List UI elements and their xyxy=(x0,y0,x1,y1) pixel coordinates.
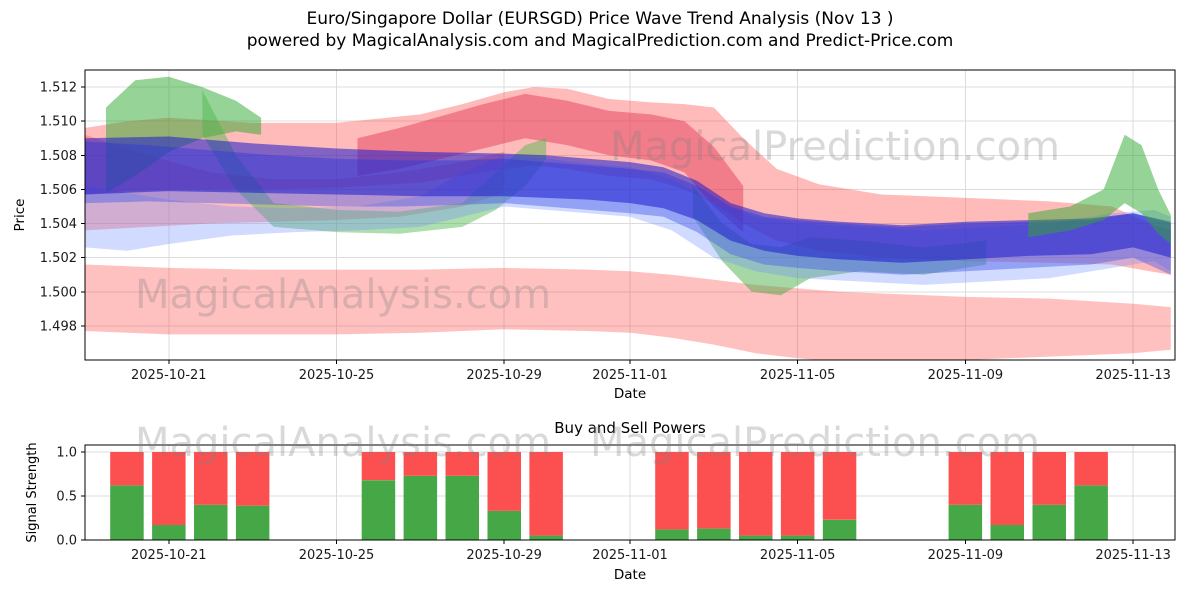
buy-power-bar xyxy=(403,475,438,540)
sell-power-bar xyxy=(739,452,773,536)
price-xaxis-title: Date xyxy=(614,386,646,402)
y-tick-label: 0.0 xyxy=(56,534,77,549)
bar-chart-title: Buy and Sell Powers xyxy=(554,419,706,437)
x-tick-label: 2025-11-13 xyxy=(1095,548,1171,563)
band-green-right-spike xyxy=(1028,134,1171,244)
y-tick-label: 1.500 xyxy=(40,285,77,300)
buy-power-bar xyxy=(697,528,731,540)
sell-power-bar xyxy=(361,452,396,481)
x-tick-label: 2025-11-09 xyxy=(928,548,1004,563)
buy-power-bar xyxy=(194,504,228,540)
sell-power-bar xyxy=(403,452,438,476)
x-tick-label: 2025-11-09 xyxy=(928,368,1004,383)
watermark-text: MagicalPrediction.com xyxy=(590,420,1040,466)
y-tick-label: 1.0 xyxy=(56,446,77,461)
buy-sell-bars xyxy=(110,452,1108,540)
band-crimson-core xyxy=(357,93,744,233)
sell-power-bar xyxy=(152,452,186,525)
price-bands xyxy=(85,76,1171,360)
x-tick-label: 2025-10-21 xyxy=(131,548,207,563)
sell-power-bar xyxy=(948,452,983,505)
watermark-text: MagicalAnalysis.com xyxy=(135,420,551,466)
buy-power-bar xyxy=(1074,485,1108,540)
bar-axis-labels: 0.0 0.5 1.0 2025-10-21 2025-10-25 2025-10-29 2… xyxy=(25,442,1171,583)
watermarks: MagicalAnalysis.com MagicalPrediction.com… xyxy=(135,124,1060,466)
sell-power-bar xyxy=(1074,452,1108,486)
buy-power-bar xyxy=(487,511,521,540)
buy-power-bar xyxy=(110,485,144,540)
y-tick-label: 1.502 xyxy=(40,251,77,266)
x-tick-label: 2025-11-13 xyxy=(1095,368,1171,383)
watermark-text: MagicalPrediction.com xyxy=(610,124,1060,170)
page-title: Euro/Singapore Dollar (EURSGD) Price Wav… xyxy=(306,9,894,29)
sell-power-bar xyxy=(655,452,689,530)
x-tick-label: 2025-10-29 xyxy=(466,368,542,383)
x-tick-label: 2025-11-05 xyxy=(760,548,836,563)
buy-power-bar xyxy=(1032,504,1066,540)
sell-power-bar xyxy=(1032,452,1066,505)
buy-power-bar xyxy=(948,504,983,540)
y-tick-label: 1.508 xyxy=(40,149,77,164)
y-tick-label: 0.5 xyxy=(56,490,77,505)
x-tick-label: 2025-10-25 xyxy=(299,548,375,563)
y-tick-label: 1.498 xyxy=(40,319,77,334)
band-navy-core xyxy=(85,136,1171,263)
x-tick-label: 2025-11-01 xyxy=(592,548,668,563)
sell-power-bar xyxy=(697,452,731,529)
buy-power-bar xyxy=(780,535,815,540)
sell-power-bar xyxy=(487,452,521,511)
y-tick-label: 1.512 xyxy=(40,81,77,96)
sell-power-bar xyxy=(990,452,1024,525)
sell-power-bar xyxy=(194,452,228,505)
sell-power-bar xyxy=(822,452,857,520)
buy-power-bar xyxy=(990,525,1024,540)
price-axis-labels: 1.498 1.500 1.502 1.504 1.506 1.508 1.510 1.512… xyxy=(12,81,1171,402)
buy-power-bar xyxy=(235,505,270,540)
y-tick-label: 1.510 xyxy=(40,115,77,130)
buy-power-bar xyxy=(655,529,689,540)
page-subtitle: powered by MagicalAnalysis.com and Magic… xyxy=(246,31,954,51)
y-tick-label: 1.506 xyxy=(40,183,77,198)
sell-power-bar xyxy=(780,452,815,536)
sell-power-bar xyxy=(445,452,479,476)
buy-power-bar xyxy=(445,475,479,540)
buy-power-bar xyxy=(529,535,563,540)
buy-power-bar xyxy=(361,480,396,540)
buy-power-bar xyxy=(739,535,773,540)
x-tick-label: 2025-10-21 xyxy=(131,368,207,383)
x-tick-label: 2025-10-29 xyxy=(466,548,542,563)
sell-power-bar xyxy=(110,452,144,486)
x-tick-label: 2025-10-25 xyxy=(299,368,375,383)
buy-power-bar xyxy=(822,519,857,540)
sell-power-bar xyxy=(529,452,563,536)
band-lower-forecast-pink xyxy=(85,264,1171,360)
watermark-text: MagicalAnalysis.com xyxy=(135,272,551,318)
sell-power-bar xyxy=(235,452,270,506)
price-gridlines xyxy=(85,70,1175,360)
bar-xaxis-title: Date xyxy=(614,567,646,583)
x-tick-label: 2025-11-01 xyxy=(592,368,668,383)
x-tick-label: 2025-11-05 xyxy=(760,368,836,383)
buy-power-bar xyxy=(152,525,186,540)
y-tick-label: 1.504 xyxy=(40,217,77,232)
bar-yaxis-title: Signal Strength xyxy=(25,442,40,542)
price-yaxis-title: Price xyxy=(12,199,28,232)
